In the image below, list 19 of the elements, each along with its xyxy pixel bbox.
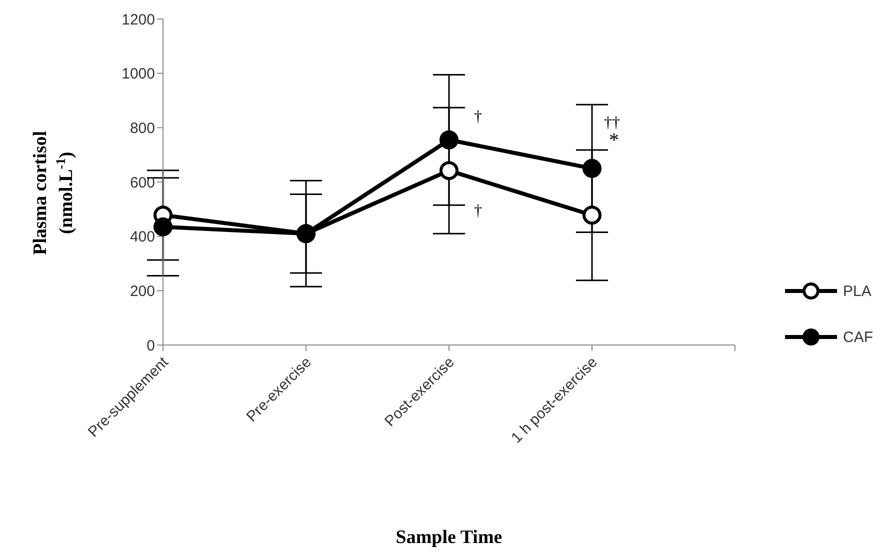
y-tick-label: 0 [146,337,155,354]
annotation: † [474,108,482,126]
point [582,158,602,178]
y-tick-label: 600 [130,174,155,192]
annotation: * [609,130,619,152]
point [440,161,458,180]
annotation: † [474,202,482,220]
y-tick-label: 800 [130,120,155,137]
y-tick-label: 200 [130,282,155,300]
point [582,206,602,225]
legend-label: CAF [843,328,873,346]
point [440,130,458,150]
point [154,217,172,236]
y-tick-label: 1000 [122,66,155,83]
y-tick-label: 1200 [122,11,155,28]
y-tick-label: 400 [130,228,155,246]
annotation: †† [604,114,620,132]
legend-label: PLA [843,282,872,300]
x-axis-title: Sample Time [396,527,502,548]
